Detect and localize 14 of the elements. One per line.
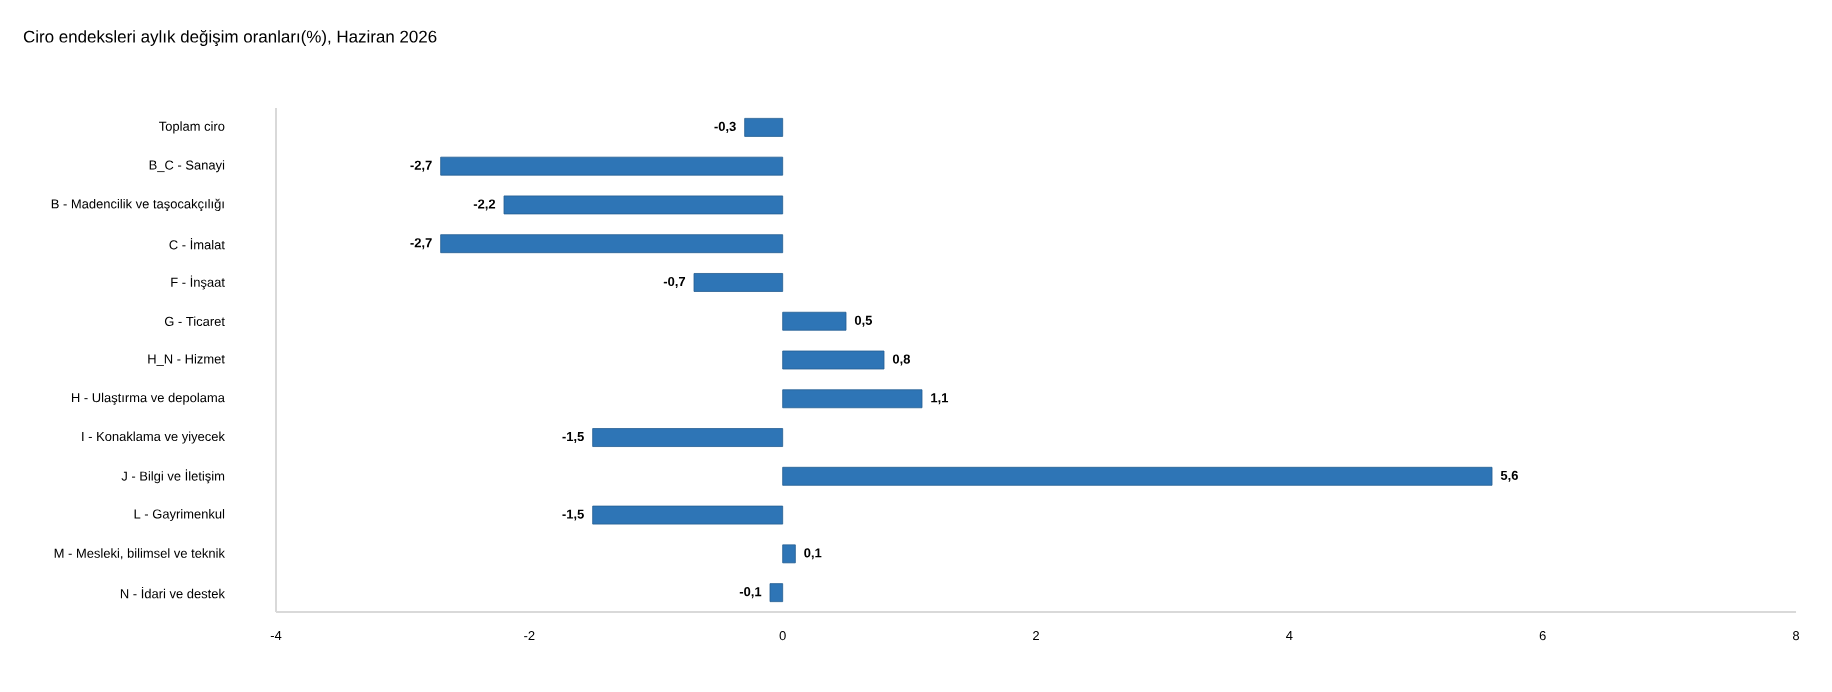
bar [693,273,784,292]
bar [440,156,784,176]
bar [782,311,847,331]
bar [769,583,784,603]
bar [744,117,784,137]
bar [592,505,784,525]
bar [782,389,923,409]
bar [782,466,1493,486]
bar [592,428,784,447]
bar [782,350,885,370]
chart-title: Ciro endeksleri aylık değişim oranları(%), Haziran 2026 [23,29,437,47]
bar [503,195,784,215]
bar [440,234,784,254]
bar [782,544,796,564]
